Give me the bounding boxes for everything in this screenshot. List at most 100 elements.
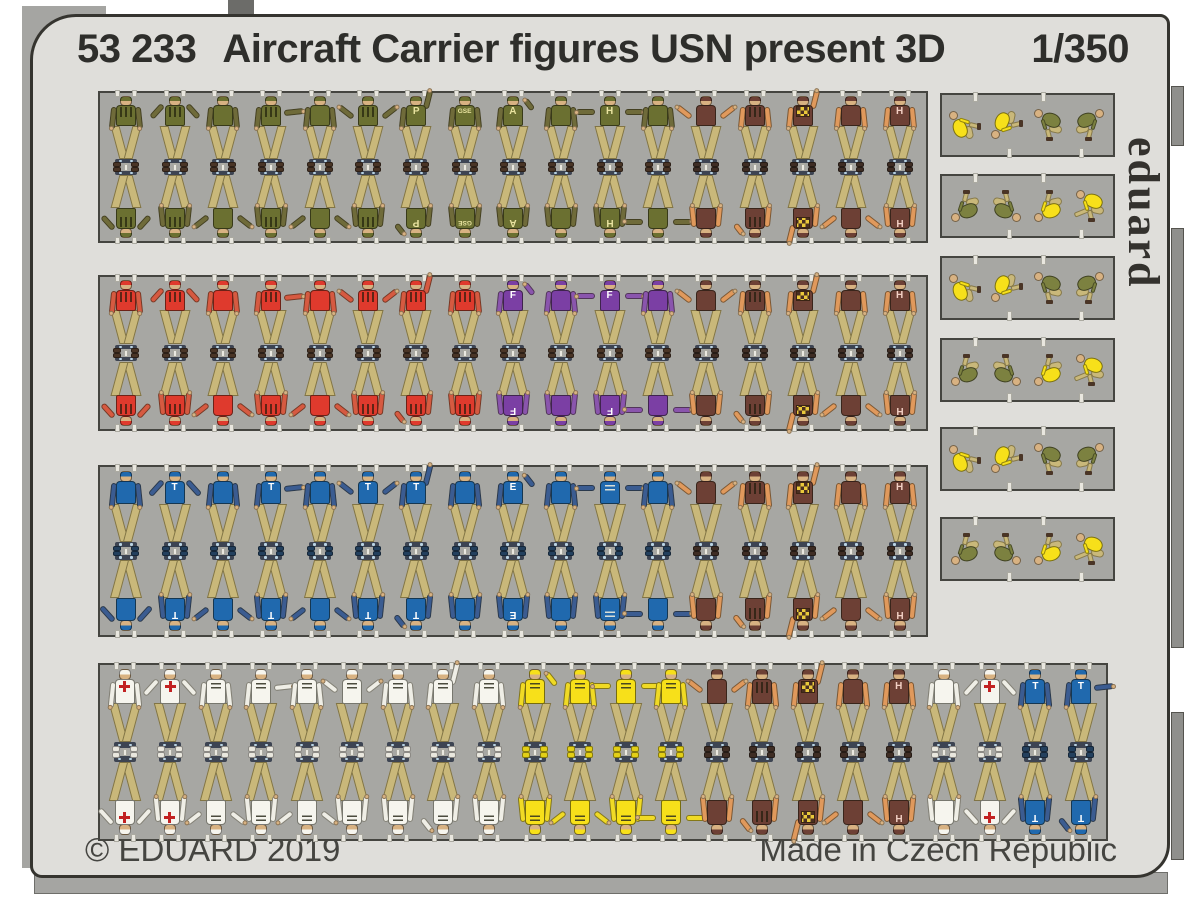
boot: [662, 348, 671, 353]
sprue-tab: [163, 90, 169, 98]
figure-hand: [1092, 794, 1099, 800]
boot: [644, 348, 653, 353]
band-dot: [758, 171, 762, 175]
band-dot: [602, 357, 606, 361]
ankle-band: [204, 742, 227, 748]
boot: [517, 167, 526, 172]
sprue-tab: [403, 661, 409, 671]
sprue-nub: [655, 164, 660, 171]
figure-hand: [447, 504, 453, 511]
boot: [596, 167, 605, 172]
boot: [276, 353, 285, 358]
figure-legs: [518, 703, 551, 743]
boot: [1040, 746, 1049, 752]
sprue-tab: [325, 463, 331, 473]
figure-legs: [154, 761, 187, 801]
boot: [1018, 120, 1023, 127]
sprue-tab: [615, 90, 621, 98]
figure-legs: [110, 560, 143, 599]
figure-pair: [783, 87, 823, 247]
band-dot: [554, 345, 558, 349]
vest-marking-text-lines: [604, 610, 615, 618]
band-dot: [618, 757, 622, 761]
figure-head: [845, 415, 858, 426]
figure-head: [893, 620, 906, 632]
figure-legs: [973, 761, 1007, 801]
sprue-tab: [695, 273, 701, 282]
figure-arm: [860, 482, 869, 511]
band-dot: [299, 743, 303, 747]
ankle-band: [695, 344, 718, 350]
band-dot: [613, 159, 617, 163]
figure-legs: [884, 175, 916, 209]
figure-head: [216, 280, 229, 291]
figure-hand: [137, 125, 143, 132]
figure-pair: [621, 463, 694, 639]
boot: [741, 348, 750, 353]
band-dot: [264, 543, 268, 546]
leg: [290, 761, 311, 801]
figure-legs: [303, 503, 336, 542]
figure-legs: [303, 361, 336, 396]
sprue-tab: [373, 90, 379, 98]
boot: [521, 746, 530, 752]
boot: [807, 162, 816, 167]
figure-legs: [108, 761, 142, 801]
sprue-tab: [325, 236, 331, 244]
figure-legs: [609, 703, 642, 743]
figure-hand: [883, 389, 889, 396]
figure-hand: [813, 87, 820, 94]
crew-figure: A: [493, 164, 533, 244]
sprue-tab: [743, 90, 749, 98]
vest-marking-text-lines: [347, 683, 358, 691]
crew-figure: [739, 749, 782, 843]
band-dot: [312, 357, 316, 361]
figure-head: [1075, 190, 1085, 199]
band-dot: [493, 757, 497, 761]
band-dot: [275, 171, 279, 175]
figure-legs: [835, 125, 867, 159]
crew-figure: [190, 350, 256, 433]
crew-figure: [686, 548, 726, 639]
figure-hand: [380, 704, 386, 710]
figure-hand: [521, 280, 529, 288]
boot: [885, 752, 894, 758]
crouching-figure: [1072, 532, 1108, 566]
figure-pair: [818, 90, 884, 244]
band-dot: [119, 171, 123, 175]
crew-figure: [287, 548, 353, 639]
leg: [207, 175, 226, 209]
leg: [739, 175, 758, 209]
figure-head: [847, 668, 860, 681]
sprue-tab: [695, 90, 701, 98]
crew-figure: [203, 463, 243, 554]
figure-head: [796, 280, 809, 291]
leg: [427, 761, 447, 801]
crew-figure: H: [880, 273, 920, 356]
crew-figure: [196, 661, 236, 755]
figure-head: [893, 280, 906, 291]
sprue-tab: [598, 273, 604, 282]
vest-marking-checker: [795, 106, 810, 117]
crew-figure: [100, 350, 153, 433]
figure-arm: [570, 202, 579, 228]
band-dot: [119, 543, 123, 546]
crew-figure: [783, 87, 823, 170]
band-dot: [264, 345, 268, 349]
figure-hand: [593, 202, 599, 209]
figure-head: [574, 668, 587, 681]
crew-figure: [396, 271, 436, 356]
figure-vest: [843, 679, 864, 704]
band-dot: [758, 543, 762, 546]
figure-hand: [621, 407, 627, 413]
boot: [662, 545, 671, 551]
figure-legs: [609, 761, 642, 801]
boot: [662, 162, 671, 167]
crew-figure: [831, 273, 871, 356]
boot: [258, 551, 267, 557]
figure-hand: [637, 794, 644, 800]
sprue-tab: [495, 833, 501, 843]
figure-legs: [883, 503, 916, 542]
crew-figure: [445, 350, 485, 433]
boot: [856, 348, 865, 353]
